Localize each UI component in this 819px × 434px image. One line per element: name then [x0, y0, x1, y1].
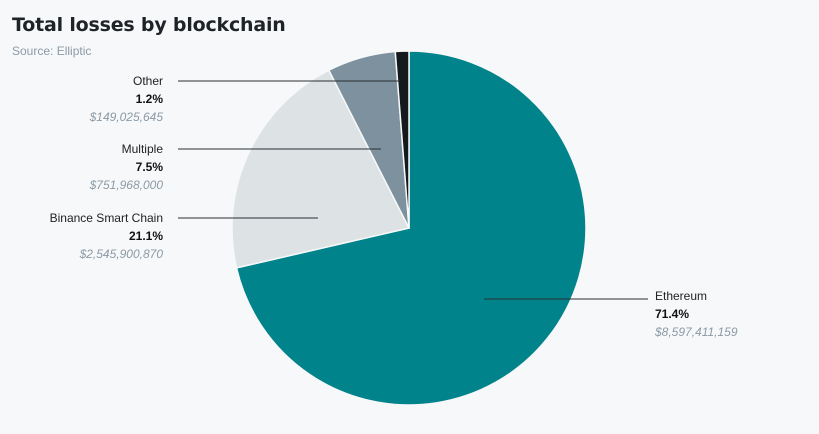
- pie-slice-ethereum: [235, 50, 587, 406]
- label-value-other: $149,025,645: [89, 110, 164, 124]
- label-percent-binance-smart-chain: 21.1%: [129, 229, 163, 243]
- chart-title: Total losses by blockchain: [12, 14, 286, 36]
- label-value-multiple: $751,968,000: [89, 178, 164, 192]
- label-name-other: Other: [133, 74, 163, 88]
- chart-source: Source: Elliptic: [12, 44, 92, 58]
- label-value-binance-smart-chain: $2,545,900,870: [79, 247, 164, 261]
- label-percent-other: 1.2%: [136, 92, 164, 106]
- label-value-ethereum: $8,597,411,159: [654, 325, 738, 339]
- label-percent-multiple: 7.5%: [136, 160, 164, 174]
- label-name-multiple: Multiple: [122, 142, 164, 156]
- label-name-ethereum: Ethereum: [655, 289, 707, 303]
- pie-slice-other: [394, 50, 410, 229]
- label-name-binance-smart-chain: Binance Smart Chain: [50, 211, 163, 225]
- label-percent-ethereum: 71.4%: [655, 307, 689, 321]
